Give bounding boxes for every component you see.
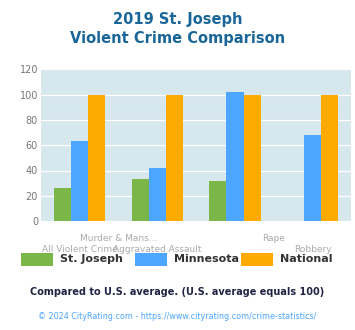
Bar xyxy=(71,141,88,221)
Bar xyxy=(132,180,149,221)
Bar xyxy=(54,188,71,221)
Bar xyxy=(88,95,105,221)
Text: Minnesota: Minnesota xyxy=(174,254,239,264)
Text: © 2024 CityRating.com - https://www.cityrating.com/crime-statistics/: © 2024 CityRating.com - https://www.city… xyxy=(38,312,317,321)
Text: Rape: Rape xyxy=(262,234,285,243)
Text: 2019 St. Joseph: 2019 St. Joseph xyxy=(113,12,242,26)
Bar xyxy=(166,95,183,221)
Bar xyxy=(244,95,261,221)
Text: Murder & Mans...: Murder & Mans... xyxy=(80,234,157,243)
Text: Robbery: Robbery xyxy=(294,245,332,254)
Text: Compared to U.S. average. (U.S. average equals 100): Compared to U.S. average. (U.S. average … xyxy=(31,287,324,297)
Text: Violent Crime Comparison: Violent Crime Comparison xyxy=(70,31,285,46)
Text: National: National xyxy=(280,254,333,264)
Bar xyxy=(226,92,244,221)
Bar xyxy=(321,95,338,221)
Bar xyxy=(149,168,166,221)
Bar xyxy=(209,181,226,221)
Bar xyxy=(304,135,321,221)
Text: St. Joseph: St. Joseph xyxy=(60,254,123,264)
Text: Aggravated Assault: Aggravated Assault xyxy=(113,245,202,254)
Text: All Violent Crime: All Violent Crime xyxy=(42,245,118,254)
